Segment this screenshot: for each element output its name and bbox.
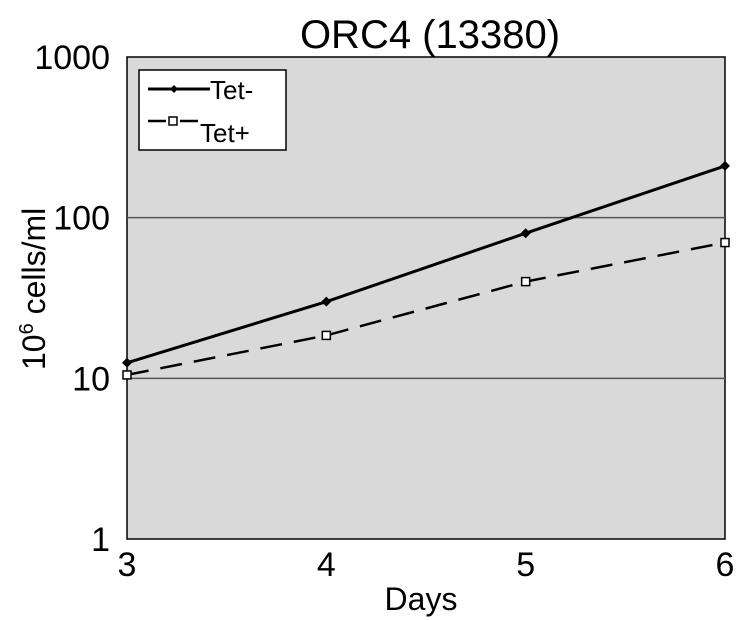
series-line-tet-minus [126, 164, 726, 365]
y-axis-ticks: 1 10 100 1000 [34, 39, 110, 559]
legend-marker-tet-plus [168, 116, 178, 126]
chart-title: ORC4 (13380) [300, 13, 560, 57]
x-tick-label: 5 [516, 546, 535, 584]
y-tick-label: 10 [72, 360, 110, 398]
legend: Tet- Tet+ [138, 69, 287, 151]
data-point-tet-minus [122, 357, 132, 368]
data-point-tet-minus [720, 160, 730, 171]
data-point-tet-plus [720, 237, 730, 248]
y-axis-label: 106 cells/ml [16, 208, 52, 370]
legend-marker-tet-minus [170, 85, 178, 93]
series-layer [122, 160, 730, 380]
data-point-tet-plus [122, 370, 132, 380]
series-line-tet-plus [126, 241, 726, 377]
y-tick-label: 100 [53, 200, 110, 238]
legend-label-tet-minus: Tet- [210, 75, 253, 105]
y-axis-label-rest: cells/ml [16, 208, 52, 324]
data-point-tet-plus [520, 276, 531, 287]
x-axis-label: Days [385, 581, 458, 617]
x-axis-ticks: 3 4 5 6 [118, 546, 735, 584]
y-axis-label-base: 10 [16, 334, 52, 370]
data-point-tet-plus [321, 330, 332, 341]
x-tick-label: 6 [716, 546, 735, 584]
y-axis-label-exponent: 6 [16, 323, 38, 334]
y-tick-label: 1000 [34, 39, 110, 77]
x-tick-label: 4 [317, 546, 336, 584]
legend-label-tet-plus: Tet+ [200, 118, 250, 148]
x-tick-label: 3 [118, 546, 137, 584]
y-tick-label: 1 [91, 521, 110, 559]
legend-box [138, 69, 287, 151]
data-point-tet-minus [321, 296, 332, 307]
data-point-tet-minus [520, 228, 531, 239]
gridlines [127, 216, 725, 380]
